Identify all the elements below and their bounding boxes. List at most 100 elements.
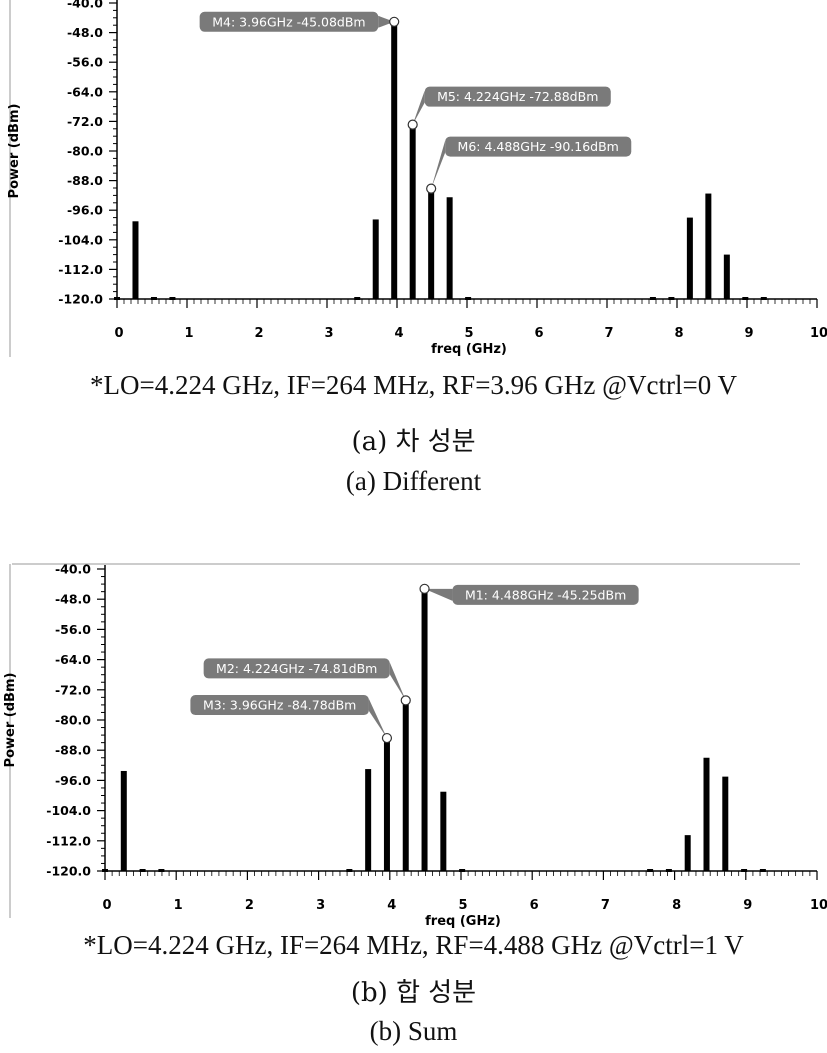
marker-pointer <box>389 662 406 701</box>
y-tick-label: -80.0 <box>67 144 103 159</box>
spectrum-bar <box>705 193 712 299</box>
x-tick-label: 1 <box>174 898 183 913</box>
y-tick-label: -48.0 <box>55 592 91 607</box>
marker-label: M3: 3.96GHz -84.78dBm <box>203 698 356 713</box>
floor-point <box>354 297 361 300</box>
y-tick-label: -64.0 <box>55 652 91 667</box>
x-tick-label: 5 <box>458 898 467 913</box>
spectrum-bar <box>383 738 390 871</box>
x-tick-label: 3 <box>324 326 333 341</box>
y-tick-label: -40.0 <box>55 562 91 577</box>
y-tick-label: -112.0 <box>58 262 103 277</box>
x-tick-label: 2 <box>245 898 254 913</box>
marker-point <box>400 695 411 706</box>
chart-sum-plot: -40.0 -48.0 -56.0 -64.0 -72.0 -80.0 -88.0 -96.0… <box>3 562 827 929</box>
floor-point <box>346 869 353 872</box>
x-tick-label: 2 <box>254 326 263 341</box>
floor-point <box>742 297 749 300</box>
x-tick-label: 8 <box>674 326 683 341</box>
caption-difference-english: (a) Different <box>345 466 482 496</box>
spectrum-bar <box>409 124 416 299</box>
x-axis-title: freq (GHz) <box>431 342 507 357</box>
marker-label-box <box>199 11 379 32</box>
marker-label: M2: 4.224GHz -74.81dBm <box>216 661 377 676</box>
caption-difference-condition: *LO=4.224 GHz, IF=264 MHz, RF=3.96 GHz @… <box>90 370 737 400</box>
spectrum-bar <box>722 776 729 871</box>
floor-point <box>465 297 472 300</box>
floor-point <box>150 297 157 300</box>
x-tick-label: 0 <box>114 326 123 341</box>
y-tick-label: -80.0 <box>55 713 91 728</box>
x-tick-label: 5 <box>464 326 473 341</box>
marker-pointer <box>368 699 387 739</box>
y-tick-label: -104.0 <box>46 803 91 818</box>
spectrum-bar <box>686 217 693 299</box>
x-tick-label: 4 <box>387 898 396 913</box>
marker-pointer <box>431 140 446 189</box>
y-tick-label: -120.0 <box>46 864 91 879</box>
floor-point <box>760 297 767 300</box>
spectrum-bar <box>120 770 127 871</box>
spectrum-bar <box>372 219 379 299</box>
floor-point <box>459 869 466 872</box>
floor-point <box>102 869 108 872</box>
floor-point <box>759 869 766 872</box>
y-tick-label: -96.0 <box>55 773 91 788</box>
x-tick-label: 10 <box>810 326 827 341</box>
spectrum-bar <box>391 21 398 300</box>
spectrum-bar <box>402 700 409 871</box>
marker-point <box>419 583 430 594</box>
y-tick-label: -104.0 <box>58 232 103 247</box>
marker-label-box <box>445 136 632 157</box>
marker-point <box>426 183 437 194</box>
spectrum-bar <box>684 835 691 871</box>
caption-sum-korean: (b) 합 성분 <box>350 978 477 1008</box>
marker-pointer <box>424 588 453 601</box>
y-tick-label: -72.0 <box>55 682 91 697</box>
y-tick-label: -64.0 <box>67 84 103 99</box>
y-tick-label: -120.0 <box>58 292 103 307</box>
x-tick-label: 8 <box>672 898 681 913</box>
caption-difference-korean: (a) 차 성분 <box>351 427 476 457</box>
marker-pointer <box>378 15 395 28</box>
y-tick-label: -56.0 <box>55 622 91 637</box>
floor-point <box>649 297 656 300</box>
floor-point <box>668 297 675 300</box>
floor-point <box>139 869 146 872</box>
floor-point <box>647 869 654 872</box>
spectrum-chart-sum: -40.0 -48.0 -56.0 -64.0 -72.0 -80.0 -88.0 -96.0… <box>0 556 827 929</box>
marker-pointer <box>412 90 425 125</box>
marker-point <box>407 119 418 130</box>
spectrum-chart-difference: -40.0 -48.0 -56.0 -64.0 -72.0 -80.0 -88.0 -96.0… <box>0 0 827 362</box>
marker-label: M1: 4.488GHz -45.25dBm <box>465 587 626 602</box>
caption-sum-condition: *LO=4.224 GHz, IF=264 MHz, RF=4.488 GHz … <box>83 930 744 960</box>
spectrum-bar <box>440 791 447 871</box>
floor-point <box>158 869 165 872</box>
y-axis-title: Power (dBm) <box>3 673 18 768</box>
spectrum-bar <box>703 757 710 871</box>
marker-label-box <box>203 658 390 679</box>
x-tick-label: 4 <box>394 326 403 341</box>
floor-point <box>741 869 748 872</box>
x-tick-label: 3 <box>316 898 325 913</box>
marker-label-box <box>452 584 639 605</box>
spectrum-bar <box>421 588 428 871</box>
y-tick-label: -112.0 <box>46 833 91 848</box>
x-tick-label: 9 <box>744 326 753 341</box>
x-tick-label: 6 <box>534 326 543 341</box>
x-tick-label: 10 <box>810 898 827 913</box>
chart-difference-plot: -40.0 -48.0 -56.0 -64.0 -72.0 -80.0 -88.0 -96.0… <box>7 0 827 357</box>
x-tick-label: 0 <box>102 898 111 913</box>
y-tick-label: -96.0 <box>67 203 103 218</box>
spectrum-bar <box>446 197 453 299</box>
marker-label: M5: 4.224GHz -72.88dBm <box>437 89 598 104</box>
marker-label-box <box>190 695 369 716</box>
spectrum-bar <box>428 188 435 299</box>
floor-point <box>169 297 176 300</box>
y-tick-label: -48.0 <box>67 25 103 40</box>
x-axis-title: freq (GHz) <box>425 914 501 928</box>
y-axis-title: Power (dBm) <box>7 104 22 199</box>
y-tick-label: -88.0 <box>55 743 91 758</box>
marker-label: M4: 3.96GHz -45.08dBm <box>212 14 365 29</box>
x-tick-label: 6 <box>530 898 539 913</box>
